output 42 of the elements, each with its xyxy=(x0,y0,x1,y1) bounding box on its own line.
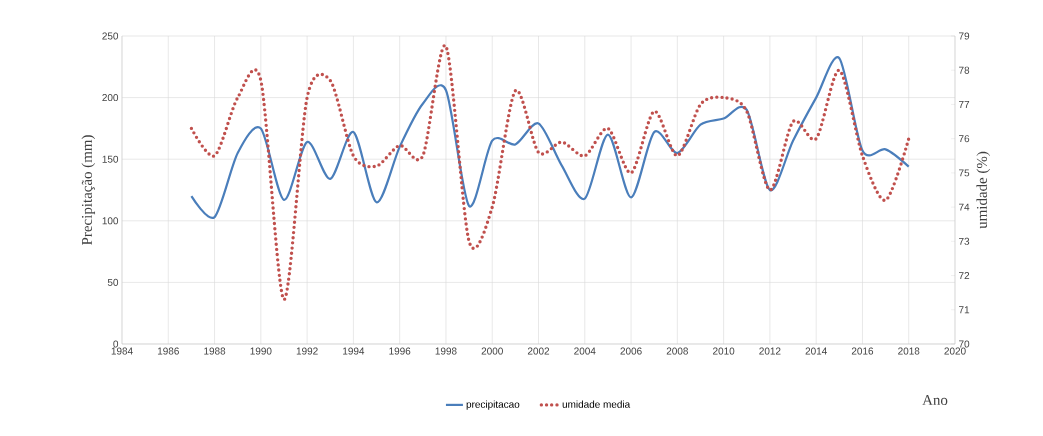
y-tick-label: 100 xyxy=(102,217,119,225)
y-tick-label: 0 xyxy=(113,340,119,348)
x-tick-label: 2008 xyxy=(666,347,688,355)
x-tick-label: 2006 xyxy=(620,347,642,355)
x-tick-label: 2004 xyxy=(574,347,596,355)
line-series xyxy=(189,44,911,302)
x-tick-label: 1990 xyxy=(250,347,272,355)
y2-tick-label: 70 xyxy=(959,340,970,348)
x-tick-label: 1994 xyxy=(343,347,365,355)
x-tick-label: 1988 xyxy=(204,347,226,355)
y-tick-label: 150 xyxy=(102,155,119,163)
y2-tick-label: 73 xyxy=(959,237,970,245)
legend-label: umidade media xyxy=(562,400,631,408)
y2-tick-label: 78 xyxy=(959,66,970,74)
y2-tick-label: 71 xyxy=(959,306,970,314)
y-tick-label: 50 xyxy=(107,278,119,286)
y2-tick-label: 74 xyxy=(959,203,970,211)
y-axis-title: Precipitação (mm) xyxy=(81,135,96,245)
x-tick-label: 2014 xyxy=(805,347,827,355)
y-tick-label: 200 xyxy=(102,94,119,102)
line-series xyxy=(190,57,910,219)
x-tick-label: 1998 xyxy=(435,347,457,355)
x-axis-title: Ano xyxy=(922,395,948,405)
y2-axis-title: umidade (%) xyxy=(976,151,991,229)
y2-tick-label: 75 xyxy=(959,169,970,177)
x-tick-label: 1986 xyxy=(157,347,179,355)
x-tick-label: 2010 xyxy=(713,347,735,355)
y2-tick-label: 72 xyxy=(959,272,970,280)
y2-tick-label: 76 xyxy=(959,135,970,143)
x-tick-label: 1996 xyxy=(389,347,411,355)
x-tick-label: 2000 xyxy=(481,347,503,355)
x-tick-label: 1984 xyxy=(111,347,133,355)
x-tick-label: 1992 xyxy=(296,347,318,355)
x-tick-label: 2012 xyxy=(759,347,781,355)
y2-tick-label: 77 xyxy=(959,101,970,108)
y2-tick-label: 79 xyxy=(959,32,970,40)
y-tick-label: 250 xyxy=(102,32,119,40)
x-tick-label: 2016 xyxy=(851,347,874,355)
x-tick-label: 2018 xyxy=(898,347,920,355)
x-tick-label: 2002 xyxy=(527,347,550,355)
x-tick-label: 2020 xyxy=(944,347,966,355)
legend-label: precipitacao xyxy=(466,400,520,410)
